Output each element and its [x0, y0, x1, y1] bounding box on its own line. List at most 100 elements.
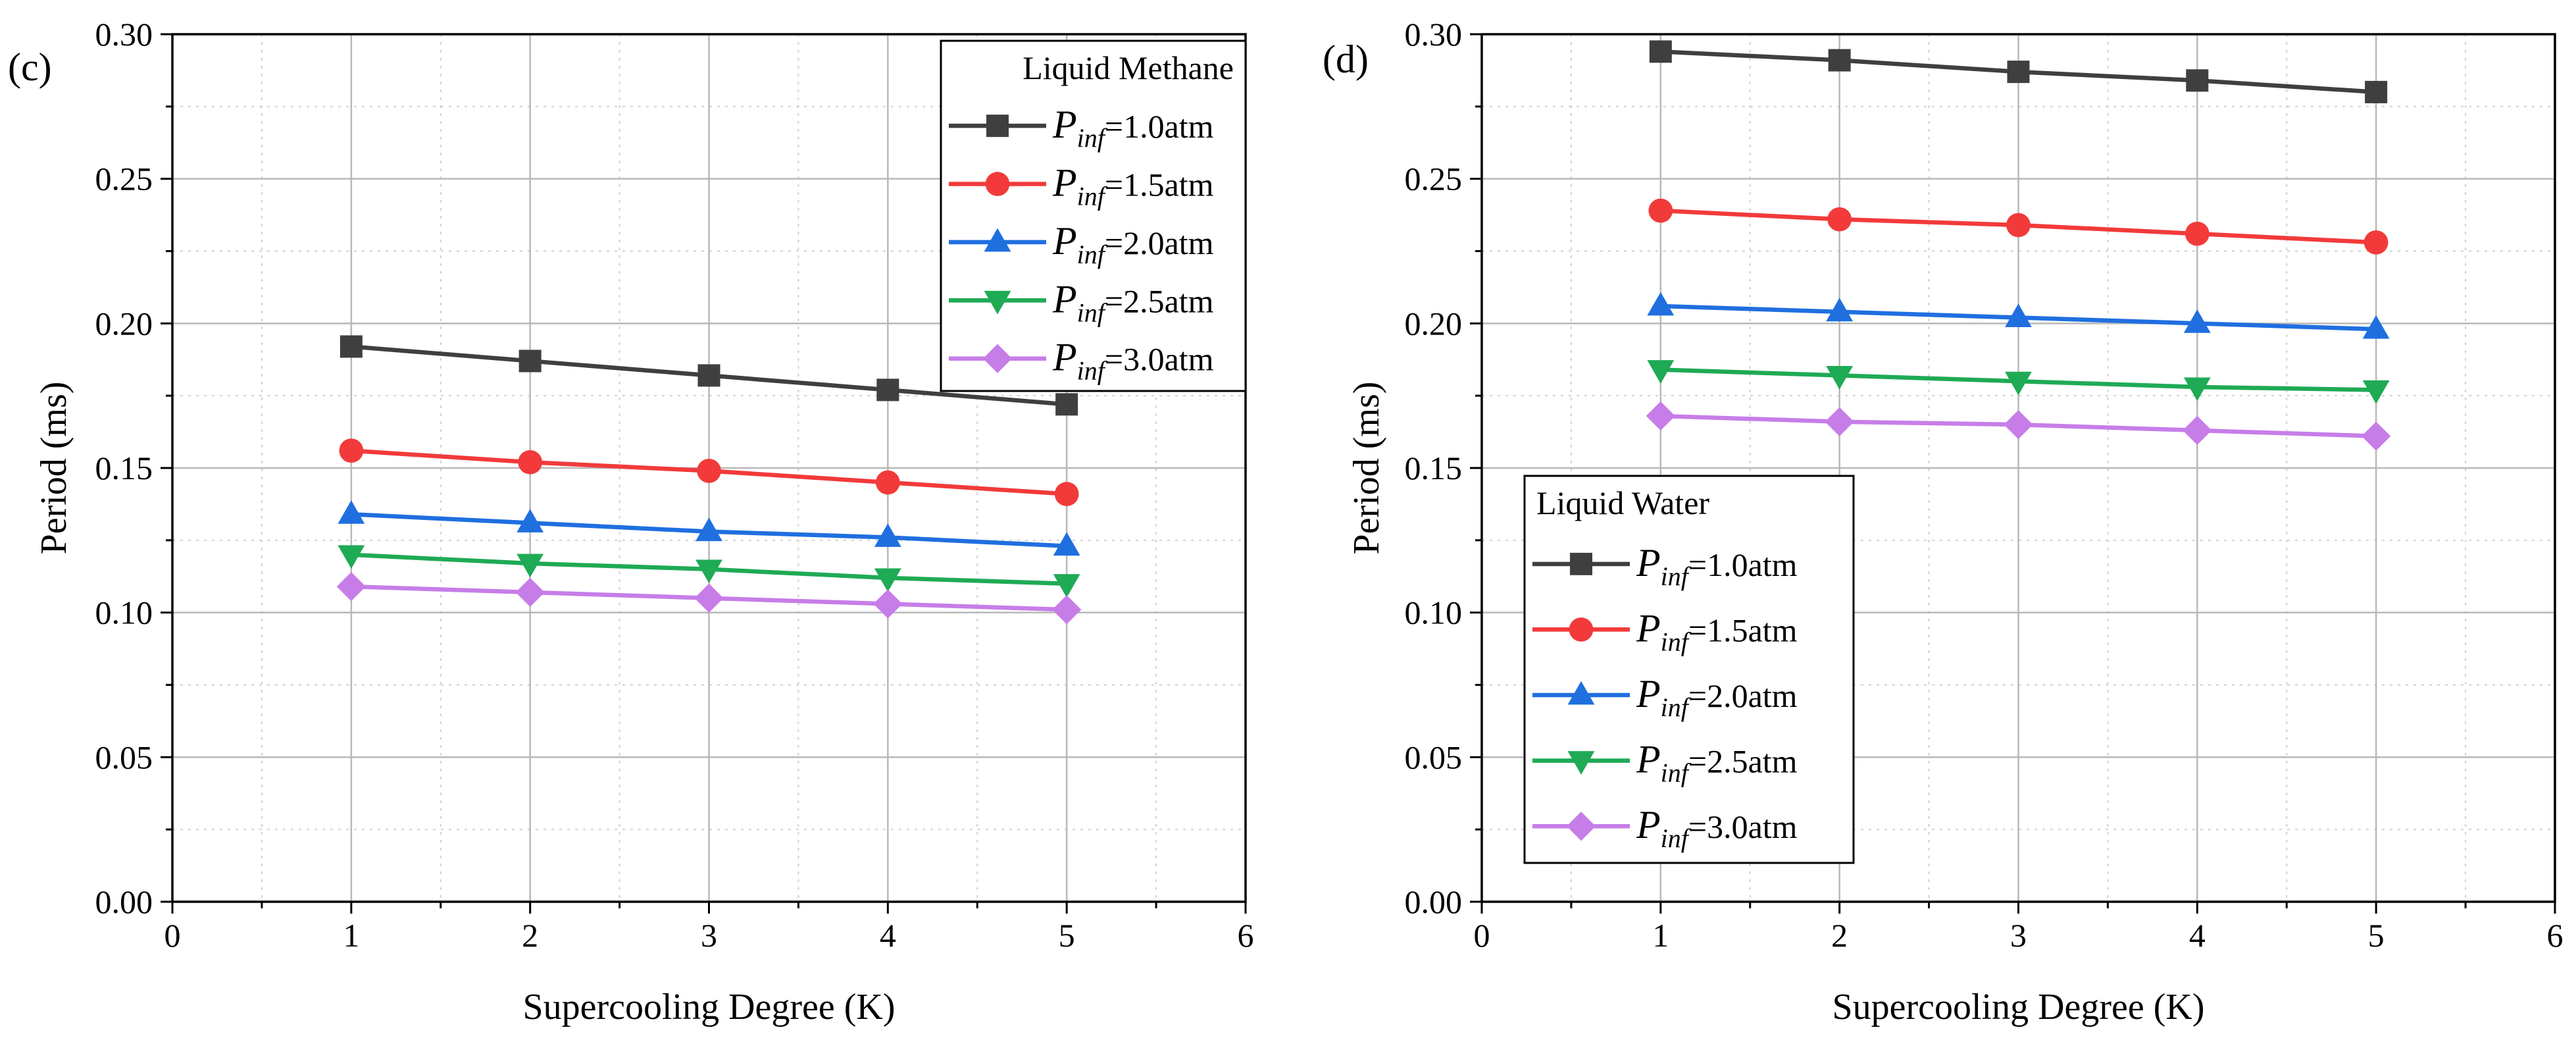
data-point	[874, 568, 901, 592]
data-point	[2006, 213, 2031, 238]
data-point	[2005, 371, 2032, 396]
data-point	[697, 459, 721, 483]
data-point	[1054, 482, 1079, 506]
legend-symbol: P	[1636, 541, 1661, 584]
legend-value: =1.5atm	[1688, 611, 1798, 648]
legend-marker	[985, 172, 1010, 196]
data-point	[1825, 407, 1854, 436]
x-tick-label: 0	[164, 917, 181, 954]
legend-subscript: inf	[1077, 298, 1108, 327]
legend-label: Pinf=2.0atm	[1052, 219, 1214, 269]
legend-subscript: inf	[1077, 356, 1108, 386]
legend-item: Pinf=2.5atm	[949, 277, 1214, 327]
legend: Liquid WaterPinf=1.0atmPinf=1.5atmPinf=2…	[1523, 475, 1855, 864]
panel-label: (d)	[1323, 38, 1369, 81]
data-point	[517, 509, 544, 532]
x-axis: 0 1 2 3 4 5 6	[164, 902, 1254, 954]
legend-marker	[982, 344, 1013, 373]
legend-label: Pinf=1.5atm	[1052, 161, 1214, 211]
legend-value: =2.0atm	[1105, 224, 1214, 261]
data-point	[874, 523, 901, 547]
legend-item: Pinf=1.0atm	[1532, 541, 1798, 591]
legend-item: Pinf=2.0atm	[949, 219, 1214, 269]
x-axis-title: Supercooling Degree (K)	[1832, 987, 2204, 1027]
legend-marker	[1567, 681, 1595, 705]
legend-label: Pinf=1.0atm	[1636, 541, 1798, 591]
legend-label: Pinf=1.0atm	[1052, 103, 1214, 153]
data-point	[1646, 401, 1675, 431]
y-tick-label: 0.00	[95, 883, 153, 920]
legend-symbol: P	[1636, 803, 1661, 846]
legend-subscript: inf	[1661, 823, 1692, 853]
legend-marker	[984, 228, 1011, 252]
x-tick-label: 1	[343, 917, 359, 954]
legend-subscript: inf	[1077, 182, 1108, 211]
x-tick-label: 1	[1652, 917, 1669, 954]
data-point	[2362, 315, 2390, 339]
series-group	[336, 335, 1082, 625]
y-tick-label: 0.05	[95, 739, 153, 775]
legend-marker	[1566, 812, 1596, 841]
panel-d: 0 1 2 3 4 5 6 0.00 0.05 0.10 0.15 0.20 0.25 0.30 Super…	[1323, 16, 2563, 1027]
legend-label: Pinf=3.0atm	[1052, 336, 1214, 386]
data-point	[336, 572, 366, 602]
x-tick-label: 6	[1238, 917, 1254, 954]
legend-item: Pinf=3.0atm	[949, 336, 1214, 386]
data-point	[1648, 198, 1673, 223]
data-point	[695, 559, 722, 584]
legend-symbol: P	[1636, 738, 1661, 781]
legend-marker	[986, 115, 1009, 138]
y-tick-label: 0.25	[95, 161, 153, 197]
data-point	[875, 470, 900, 495]
legend-value: =2.5atm	[1105, 282, 1214, 319]
x-tick-label: 6	[2547, 917, 2563, 954]
data-point	[1827, 207, 1852, 232]
legend-subscript: inf	[1077, 240, 1108, 269]
x-tick-label: 4	[880, 917, 896, 954]
x-tick-label: 4	[2189, 917, 2206, 954]
legend-item: Pinf=2.0atm	[1532, 672, 1798, 722]
data-point	[1052, 595, 1082, 625]
data-point	[2004, 410, 2033, 440]
data-point	[1053, 574, 1080, 598]
legend-symbol: P	[1052, 336, 1077, 379]
x-tick-label: 5	[1059, 917, 1075, 954]
legend-box	[940, 39, 1247, 392]
legend-item: Pinf=2.5atm	[1532, 738, 1798, 788]
x-tick-label: 3	[2010, 917, 2027, 954]
data-point	[2185, 221, 2210, 246]
y-tick-label: 0.30	[1405, 16, 1463, 53]
y-tick-label: 0.15	[1405, 450, 1463, 486]
legend-symbol: P	[1636, 672, 1661, 715]
x-tick-label: 0	[1474, 917, 1490, 954]
y-axis: 0.00 0.05 0.10 0.15 0.20 0.25 0.30	[95, 16, 172, 920]
data-point	[2007, 61, 2030, 84]
data-point	[1828, 49, 1851, 72]
data-point	[2183, 377, 2211, 402]
data-point	[517, 554, 544, 578]
data-point	[2005, 303, 2032, 327]
y-tick-label: 0.05	[1405, 739, 1463, 775]
legend-subscript: inf	[1661, 627, 1692, 656]
x-tick-label: 2	[1831, 917, 1848, 954]
legend-marker	[1567, 751, 1595, 775]
y-tick-label: 0.20	[1405, 305, 1463, 342]
y-tick-label: 0.10	[1405, 594, 1463, 631]
x-tick-label: 5	[2368, 917, 2385, 954]
legend-label: Pinf=2.5atm	[1052, 277, 1214, 327]
x-tick-label: 2	[522, 917, 538, 954]
legend-value: =3.0atm	[1105, 341, 1214, 378]
x-tick-label: 3	[701, 917, 717, 954]
legend-value: =2.0atm	[1688, 677, 1798, 714]
legend-value: =1.0atm	[1688, 546, 1798, 583]
legend-subscript: inf	[1077, 123, 1108, 153]
data-point	[518, 350, 542, 373]
data-point	[873, 589, 903, 619]
legend: Liquid Methane Pinf=1.0atm Pinf=1.5atm Pinf…	[940, 39, 1247, 392]
data-point	[876, 378, 899, 402]
legend-item: Pinf=1.5atm	[949, 161, 1214, 211]
y-axis: 0.00 0.05 0.10 0.15 0.20 0.25 0.30	[1405, 16, 1482, 920]
legend-subscript: inf	[1661, 561, 1692, 591]
legend-title: Liquid Methane	[1023, 49, 1234, 86]
y-tick-label: 0.30	[95, 16, 153, 53]
